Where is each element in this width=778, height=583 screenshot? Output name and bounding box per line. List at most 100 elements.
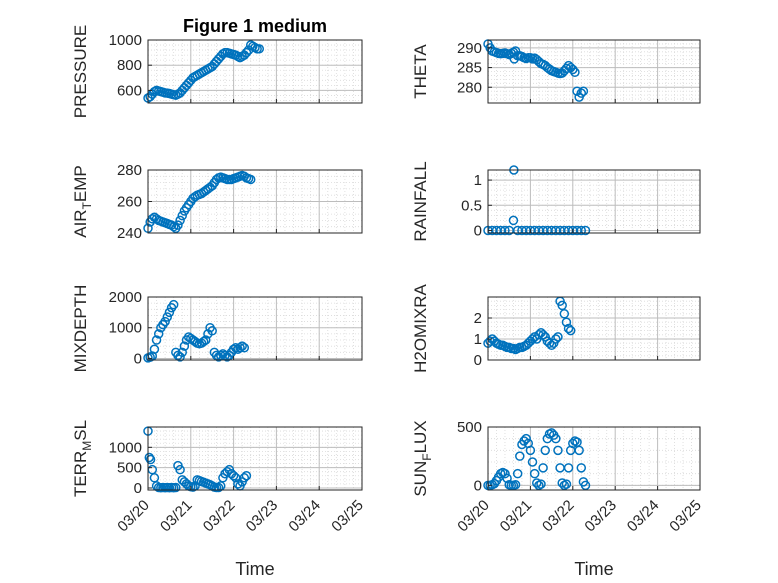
data-point xyxy=(580,225,591,236)
x-tick-label: 03/23 xyxy=(243,497,282,536)
y-axis-label: RAINFALL xyxy=(411,161,430,241)
data-point xyxy=(527,334,538,344)
data-point xyxy=(525,445,536,456)
data-point xyxy=(173,220,183,230)
y-axis-label-main: AIR xyxy=(71,209,90,237)
y-tick-label: 240 xyxy=(117,225,142,242)
x-tick-label: 03/22 xyxy=(539,497,578,536)
x-tick-label: 03/20 xyxy=(454,497,493,536)
data-point xyxy=(168,221,179,232)
data-point xyxy=(179,341,190,351)
y-tick-label: 280 xyxy=(117,162,142,179)
data-point xyxy=(145,454,156,465)
data-point xyxy=(532,478,542,488)
data-point xyxy=(551,334,561,344)
y-tick-label: 0.5 xyxy=(461,197,482,214)
x-axis-label: Time xyxy=(235,559,274,579)
subplot-air_temp: 240 260 280 AIRTEMP xyxy=(71,162,363,242)
x-tick-label: 03/25 xyxy=(666,497,705,536)
data-point xyxy=(153,329,164,339)
data-point xyxy=(177,347,187,358)
data-point xyxy=(485,336,495,346)
x-tick-label: 03/25 xyxy=(328,497,367,536)
data-point xyxy=(565,325,576,336)
y-tick-label: 0 xyxy=(474,222,482,239)
data-point xyxy=(149,344,160,354)
subplot-mixdepth: 0 1000 2000 MIXDEPTH xyxy=(71,285,363,373)
data-point xyxy=(512,468,523,479)
axes-box xyxy=(147,296,363,361)
y-axis-label-main: RAINFALL xyxy=(411,161,430,241)
y-axis-label: THETA xyxy=(411,44,430,99)
data-point xyxy=(160,316,170,327)
y-axis-label: SUNFLUX xyxy=(411,420,434,496)
x-tick-label: 03/24 xyxy=(624,497,663,536)
axes-box xyxy=(487,426,701,491)
y-axis-label: H2OMIXRA xyxy=(411,283,430,372)
y-tick-label: 500 xyxy=(117,460,142,477)
data-point xyxy=(213,482,224,493)
subplot-rainfall: 0 0.5 1 RAINFALL xyxy=(411,161,701,242)
data-point xyxy=(508,215,519,226)
data-point xyxy=(239,473,250,483)
axes-box xyxy=(147,426,363,491)
axes-box xyxy=(147,39,363,104)
x-tick-label: 03/21 xyxy=(157,497,196,536)
data-point xyxy=(201,335,211,345)
data-point xyxy=(540,445,550,456)
data-point xyxy=(544,338,555,348)
y-axis-label-main: SUN xyxy=(411,461,430,497)
subplot-pressure: 600 800 1000 PRESSURE xyxy=(71,25,363,119)
data-point xyxy=(536,479,546,489)
y-axis-label: MIXDEPTH xyxy=(71,285,90,373)
y-axis-label: TERRMSL xyxy=(71,420,94,497)
data-point xyxy=(576,225,587,236)
y-axis-label-subscript: T xyxy=(80,201,94,209)
y-tick-label: 0 xyxy=(134,480,142,497)
y-tick-label: 1000 xyxy=(109,439,142,456)
data-point xyxy=(559,309,570,319)
axes-box xyxy=(487,169,701,234)
data-point xyxy=(521,433,531,444)
data-point xyxy=(502,473,512,484)
y-tick-label: 1 xyxy=(474,331,482,348)
data-point xyxy=(254,44,265,54)
plot-area xyxy=(488,427,700,490)
x-axis-label: Time xyxy=(574,559,613,579)
y-axis-label-main: PRESSURE xyxy=(71,25,90,119)
data-point xyxy=(198,336,209,347)
data-point xyxy=(568,64,578,75)
y-tick-label: 2 xyxy=(474,310,482,327)
data-point xyxy=(553,332,563,342)
data-point xyxy=(568,438,578,449)
subplot-sun_flux: 0 500 03/20 03/21 03/22 03/23 03/24 03/25 Time SU… xyxy=(411,419,705,579)
y-tick-label: 600 xyxy=(117,82,142,99)
data-point xyxy=(529,468,540,479)
x-tick-label: 03/22 xyxy=(200,497,239,536)
data-point xyxy=(576,88,587,98)
data-point xyxy=(241,47,252,58)
y-axis-label-tail: EMP xyxy=(71,165,90,202)
data-point xyxy=(207,326,217,336)
data-point xyxy=(578,86,589,96)
y-axis-label: PRESSURE xyxy=(71,25,90,119)
data-point xyxy=(235,342,245,353)
data-point xyxy=(557,300,567,311)
y-tick-label: 260 xyxy=(117,194,142,211)
plot-area xyxy=(488,170,700,233)
data-point xyxy=(570,67,580,78)
data-point xyxy=(228,344,239,354)
subplot-terr_msl: 0 500 1000 03/20 03/21 03/22 03/23 03/24 03/25 Ti… xyxy=(71,420,367,579)
subplot-h2omixra: 0 1 2 H2OMIXRA xyxy=(411,283,701,373)
y-tick-label: 500 xyxy=(457,419,482,436)
y-tick-label: 1000 xyxy=(109,32,142,49)
data-point xyxy=(527,457,538,467)
data-point xyxy=(151,335,162,345)
data-point xyxy=(228,471,239,481)
data-point xyxy=(175,464,185,475)
y-tick-label: 0 xyxy=(474,477,482,494)
data-point xyxy=(561,63,572,74)
data-point xyxy=(175,352,185,362)
data-point xyxy=(580,480,591,491)
